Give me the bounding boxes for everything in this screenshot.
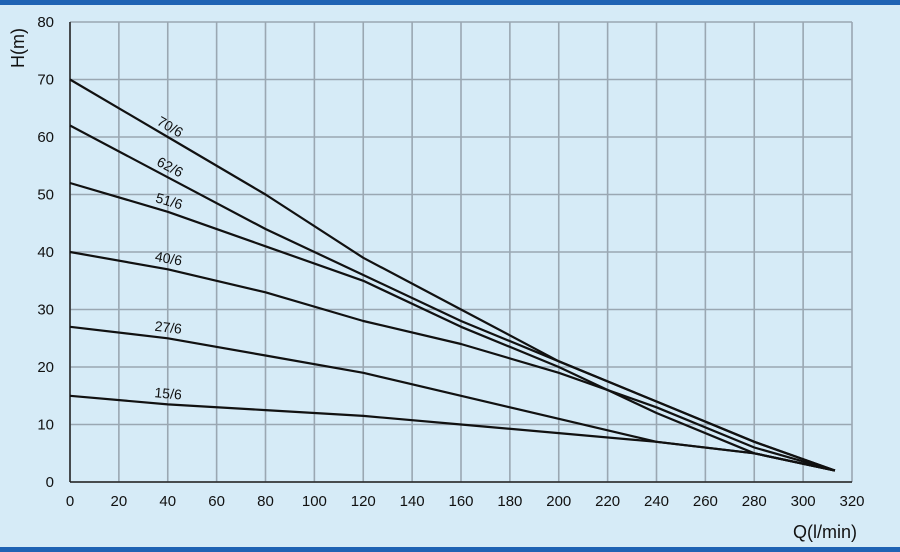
grid (69, 21, 853, 483)
x-axis-label: Q(l/min) (793, 522, 857, 542)
x-tick-label: 280 (742, 493, 767, 510)
x-tick-labels: 0 20 40 60 80 100 120 140 160 180 200 220 240 260 280 3… (66, 493, 865, 510)
x-tick-label: 220 (595, 493, 620, 510)
series-line-40-6 (69, 250, 836, 472)
series-label: 62/6 (154, 153, 186, 180)
x-tick-label: 300 (791, 493, 816, 510)
y-tick-label: 40 (37, 244, 54, 261)
series-line-70-6 (69, 78, 836, 472)
x-tick-label: 0 (66, 493, 74, 510)
series-label: 15/6 (154, 384, 183, 402)
y-tick-label: 10 (37, 417, 54, 434)
x-tick-label: 260 (693, 493, 718, 510)
top-accent-bar (0, 0, 900, 5)
x-tick-label: 120 (351, 493, 376, 510)
y-tick-label: 80 (37, 14, 54, 31)
x-tick-label: 60 (208, 493, 225, 510)
series-label: 51/6 (154, 189, 185, 212)
y-tick-label: 60 (37, 129, 54, 146)
y-tick-label: 20 (37, 359, 54, 376)
x-tick-label: 240 (644, 493, 669, 510)
x-tick-label: 40 (159, 493, 176, 510)
series-labels: 70/662/651/640/627/615/6 (154, 113, 186, 403)
series-label: 40/6 (154, 248, 184, 269)
x-tick-label: 80 (257, 493, 274, 510)
series-label: 27/6 (154, 318, 183, 337)
x-tick-label: 200 (546, 493, 571, 510)
x-tick-label: 320 (839, 493, 864, 510)
series-line-15-6 (69, 394, 836, 472)
y-axis-label: H(m) (8, 28, 28, 68)
y-tick-label: 70 (37, 72, 54, 89)
y-tick-label: 0 (46, 474, 54, 491)
x-tick-label: 140 (400, 493, 425, 510)
x-tick-label: 180 (497, 493, 522, 510)
x-tick-label: 160 (448, 493, 473, 510)
x-tick-label: 100 (302, 493, 327, 510)
y-tick-label: 50 (37, 187, 54, 204)
y-tick-labels: 0 10 20 30 40 50 60 70 80 (37, 14, 54, 491)
curves (69, 78, 836, 472)
series-line-62-6 (69, 124, 836, 472)
y-tick-label: 30 (37, 302, 54, 319)
x-tick-label: 20 (111, 493, 128, 510)
bottom-accent-bar (0, 547, 900, 552)
series-line-51-6 (69, 181, 836, 472)
